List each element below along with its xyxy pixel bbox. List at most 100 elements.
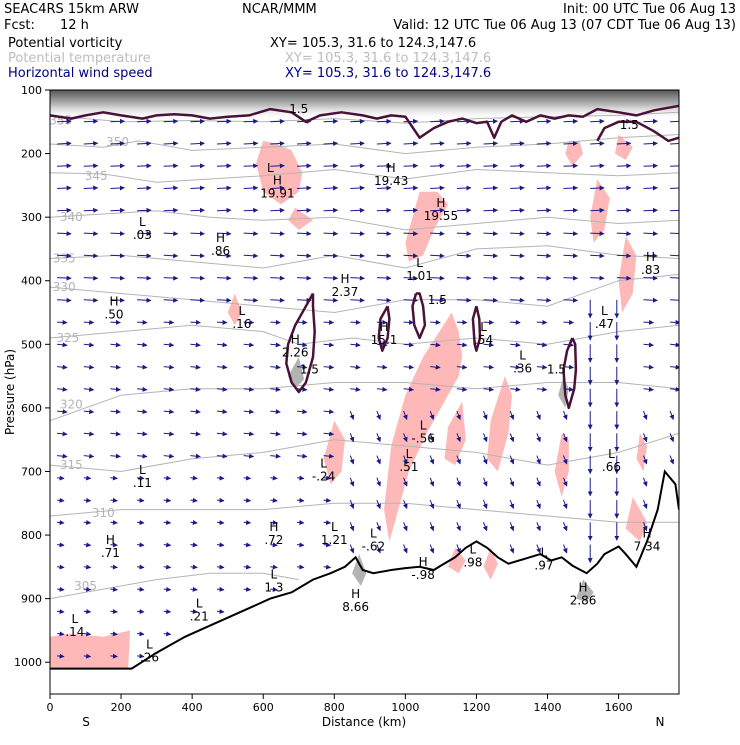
wind-vector <box>163 542 172 548</box>
wind-vector <box>403 231 419 237</box>
wind-vector <box>323 520 332 526</box>
wind-vector <box>536 386 548 392</box>
wind-vector <box>296 319 308 325</box>
hl-value: .71 <box>101 546 120 560</box>
hl-value: -.62 <box>362 539 385 553</box>
wind-vector <box>376 455 381 465</box>
wind-vector <box>190 586 198 592</box>
wind-speed-shade <box>227 293 242 326</box>
theta-label: 330 <box>53 280 76 294</box>
wind-vector <box>510 275 525 281</box>
wind-vector <box>510 319 521 325</box>
wind-vector <box>483 275 498 281</box>
wind-vector <box>456 477 461 487</box>
wind-vector <box>456 163 472 169</box>
wind-vector <box>562 455 568 465</box>
wind-vector <box>243 586 252 592</box>
wind-speed-shade <box>615 134 633 160</box>
wind-vector <box>456 433 461 443</box>
theta-label: 350 <box>106 135 129 149</box>
wind-vector <box>57 409 68 415</box>
wind-vector <box>137 542 145 548</box>
hl-value: .72 <box>264 533 283 547</box>
init-time: Init: 00 UTC Tue 06 Aug 13 <box>563 2 736 17</box>
wind-vector <box>350 185 365 191</box>
wind-vector <box>270 364 281 370</box>
wind-vector <box>57 542 65 548</box>
wind-vector <box>323 453 335 459</box>
wind-vector <box>57 564 65 570</box>
hl-symbol: H <box>269 520 278 534</box>
y-tick-label: 100 <box>21 84 42 97</box>
wind-vector <box>482 433 488 443</box>
wind-vector <box>642 477 648 487</box>
hl-symbol: H <box>436 196 445 210</box>
wind-vector <box>403 185 419 191</box>
y-tick-label: 1000 <box>14 656 42 669</box>
wind-vector <box>270 118 285 124</box>
wind-vector <box>243 207 259 213</box>
wind-vector <box>137 231 152 237</box>
wind-vector <box>83 431 95 437</box>
wind-vector <box>270 141 285 147</box>
wind-vector <box>482 477 488 487</box>
wind-vector <box>510 185 525 191</box>
theta-label: 335 <box>53 251 76 265</box>
y-tick-label: 800 <box>21 529 42 542</box>
wind-vector <box>563 253 578 259</box>
wind-vector <box>110 542 118 548</box>
wind-vector <box>163 275 179 281</box>
wind-vector <box>403 253 419 259</box>
wind-vector <box>376 544 381 554</box>
theta-label: 320 <box>60 398 83 412</box>
wind-vector <box>190 542 198 548</box>
theta-contour <box>50 382 679 422</box>
wind-vector <box>430 163 445 169</box>
wind-speed-shade <box>487 376 512 472</box>
wind-vector <box>110 609 118 615</box>
pv-label: 1.5 <box>620 118 639 132</box>
hl-value: 2.26 <box>282 345 309 359</box>
hl-value: 1.3 <box>264 581 283 595</box>
hl-value: .14 <box>65 625 84 639</box>
wind-vector <box>190 297 205 303</box>
wind-vector <box>510 342 521 348</box>
hl-value: 19.91 <box>260 187 294 201</box>
wind-vector <box>482 455 488 465</box>
wind-vector <box>562 544 568 554</box>
wind-vector <box>402 544 408 554</box>
wind-vector <box>350 231 365 237</box>
wind-vector <box>483 364 494 370</box>
wind-vector <box>110 586 118 592</box>
wind-vector <box>509 499 515 509</box>
wind-vector <box>536 364 548 370</box>
wind-vector <box>270 386 281 392</box>
wind-vector <box>403 386 414 392</box>
wind-vector <box>57 520 65 526</box>
wind-vector <box>110 409 121 415</box>
wind-vector <box>137 253 152 259</box>
wind-vector <box>110 631 118 637</box>
wind-vector <box>110 653 118 659</box>
wind-vector <box>376 185 392 191</box>
wind-vector <box>349 477 355 487</box>
wind-vector <box>110 185 125 191</box>
wind-vector <box>430 253 445 259</box>
wind-vector <box>216 520 225 526</box>
terrain-layer <box>50 469 679 670</box>
hl-symbol: L <box>406 447 413 461</box>
hl-symbol: L <box>146 638 153 652</box>
wind-vector <box>563 275 578 281</box>
pv-label: 1.5 <box>428 293 447 307</box>
wind-vector <box>510 253 525 259</box>
wind-vector <box>376 253 392 259</box>
wind-vector <box>670 342 679 348</box>
wind-vector <box>137 275 152 281</box>
wind-vector <box>137 609 145 615</box>
wind-vector <box>562 477 568 487</box>
wind-vector <box>402 499 408 509</box>
hl-symbol: H <box>419 555 428 569</box>
wind-vector <box>163 163 179 169</box>
wind-vector <box>83 653 92 659</box>
pv-contour <box>596 120 679 143</box>
